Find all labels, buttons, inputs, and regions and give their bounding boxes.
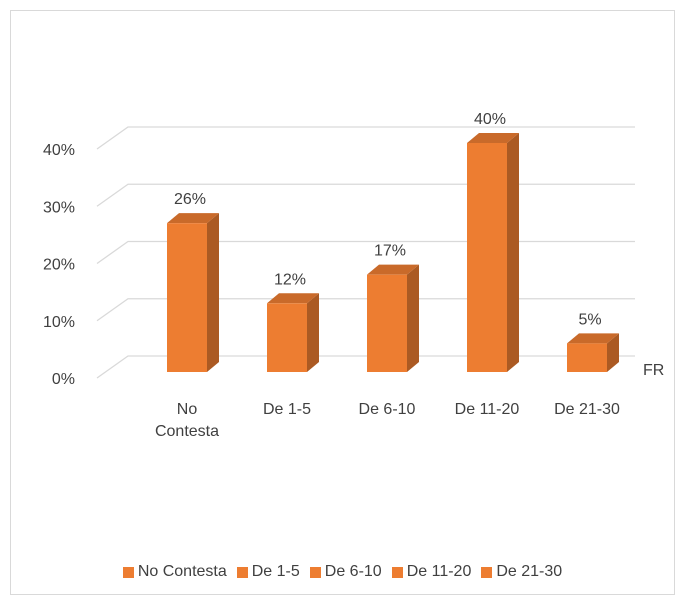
value-label: 40% <box>474 111 506 128</box>
value-label: 5% <box>578 311 601 328</box>
grid-line <box>96 298 635 322</box>
bar-side <box>207 213 219 372</box>
grid-line <box>96 355 635 379</box>
value-label: 17% <box>374 243 406 260</box>
legend-item: De 21-30 <box>481 563 562 581</box>
series-label: FR <box>643 362 664 379</box>
legend-label: De 21-30 <box>496 563 563 580</box>
legend-swatch <box>309 566 321 578</box>
y-tick-label: 10% <box>43 314 75 331</box>
legend-label: De 1-5 <box>251 563 300 580</box>
bar <box>567 343 607 372</box>
value-label: 26% <box>174 191 206 208</box>
bar-top <box>367 264 419 275</box>
grid-line <box>96 183 635 207</box>
bar <box>267 303 307 372</box>
y-tick-label: 40% <box>43 142 75 159</box>
bar <box>467 143 507 372</box>
grid-line <box>96 126 635 150</box>
grid-line <box>96 240 635 265</box>
legend-swatch <box>391 566 403 578</box>
bar-top <box>167 213 219 224</box>
x-tick-label: De 21-30 <box>554 401 620 418</box>
bar-top <box>467 133 519 143</box>
x-tick-label: De 1-5 <box>262 401 312 418</box>
bar <box>167 223 207 372</box>
bar-side <box>507 133 519 372</box>
legend-swatch <box>236 566 248 578</box>
legend-swatch <box>122 566 134 578</box>
x-tick-label: De 6-10 <box>358 401 416 418</box>
bar <box>367 274 407 372</box>
legend-label: De 6-10 <box>324 563 382 580</box>
legend-label: No Contesta <box>137 563 227 580</box>
x-tick-label: No Contesta <box>154 401 220 440</box>
bar-side <box>607 333 619 372</box>
y-tick-label: 0% <box>52 371 75 388</box>
legend-item: De 1-5 <box>236 563 300 581</box>
value-label: 12% <box>274 271 306 288</box>
bar-side <box>407 264 419 372</box>
legend-label: De 11-20 <box>406 563 472 580</box>
legend-item: No Contesta <box>122 563 227 581</box>
legend: No Contesta De 1-5 De 6-10 De 11-20 De 21-30 <box>10 563 675 581</box>
legend-item: De 6-10 <box>309 563 382 581</box>
bar-side <box>307 293 319 372</box>
x-tick-label: De 11-20 <box>454 401 520 418</box>
bar-top <box>567 333 619 344</box>
bar-top <box>267 293 319 304</box>
y-tick-label: 30% <box>43 199 75 216</box>
chart-border <box>10 10 675 595</box>
legend-item: De 11-20 <box>391 563 472 581</box>
legend-swatch <box>481 566 493 578</box>
y-tick-label: 20% <box>43 257 75 274</box>
